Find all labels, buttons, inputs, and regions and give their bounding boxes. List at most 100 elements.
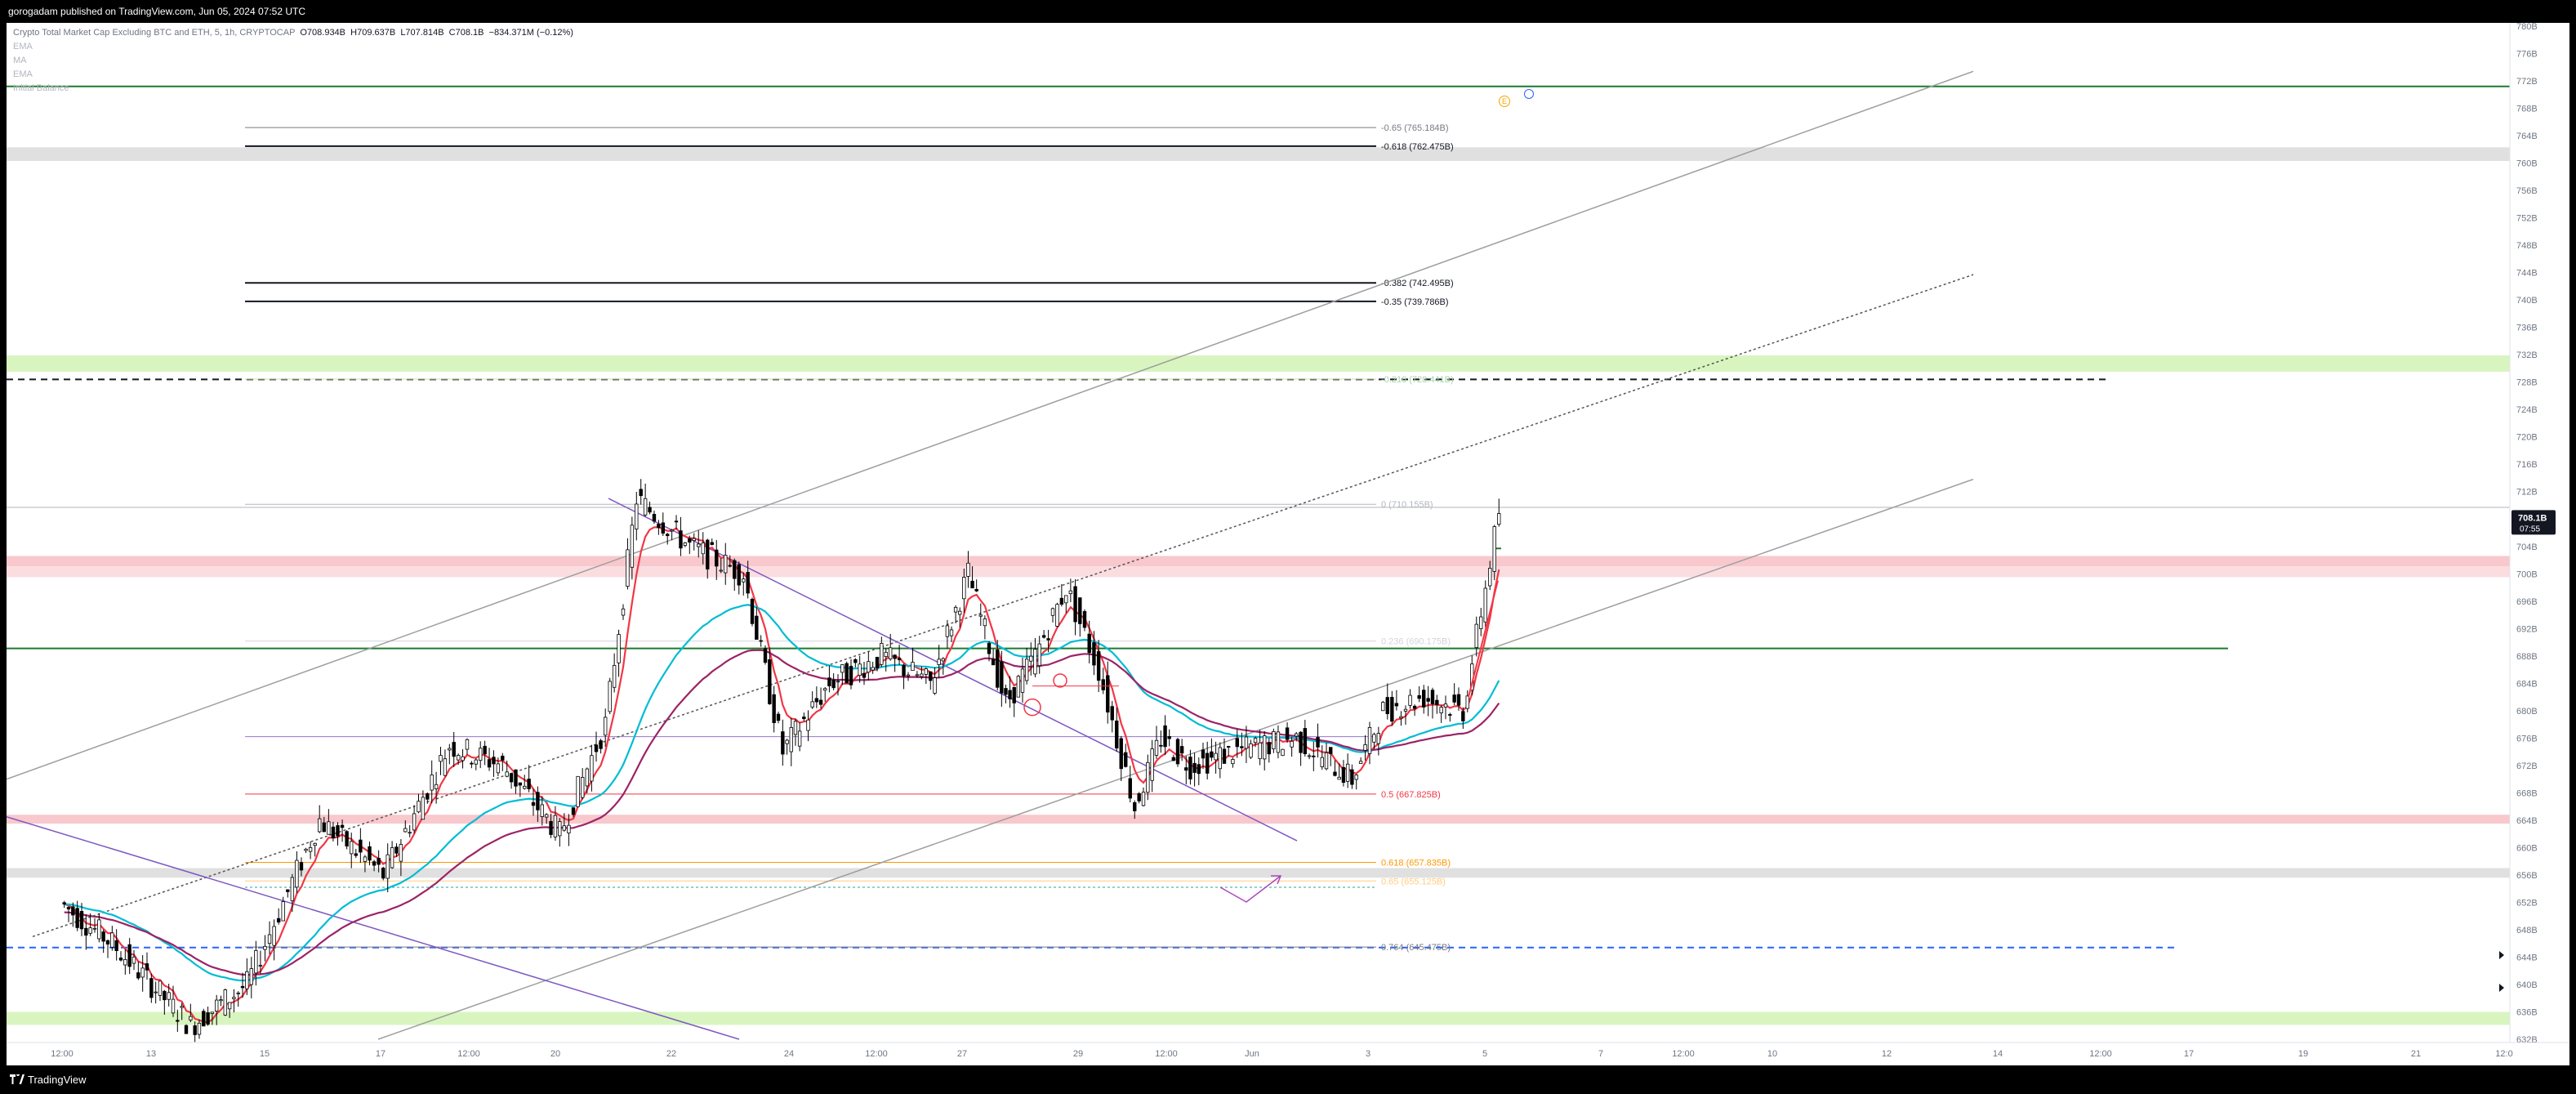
candle-body xyxy=(1197,764,1201,775)
candle-body xyxy=(359,839,363,853)
candle-body xyxy=(781,731,785,755)
projection-arrow xyxy=(1219,875,1281,903)
y-tick-label-7: 752B xyxy=(2516,214,2538,224)
candle-body xyxy=(1210,751,1214,758)
candle-body xyxy=(553,815,558,837)
candle-body xyxy=(1333,771,1337,776)
indicator-ema-2[interactable]: EMA xyxy=(13,69,33,79)
y-tick-label-26: 676B xyxy=(2516,734,2538,743)
candle-body xyxy=(1159,744,1163,747)
candle-body xyxy=(1073,586,1077,623)
brand-name: TradingView xyxy=(28,1074,87,1086)
y-tick-label-32: 652B xyxy=(2516,898,2538,908)
candle-body xyxy=(1133,802,1137,811)
candle-body xyxy=(933,677,937,694)
candle-body xyxy=(617,634,621,663)
fib-level-label-5: 0 (710.155B) xyxy=(1381,500,1433,510)
x-tick-label-2: 15 xyxy=(260,1049,270,1059)
candle-body xyxy=(1381,702,1385,712)
x-tick-label-23: 21 xyxy=(2411,1049,2421,1059)
candle-body xyxy=(136,972,140,979)
candle-body xyxy=(492,757,496,765)
candle-body xyxy=(1137,793,1141,802)
candle-body xyxy=(267,934,272,944)
candle-body xyxy=(1000,661,1004,694)
candle-body xyxy=(331,826,336,839)
candle-body xyxy=(1227,746,1231,748)
candle-body xyxy=(1272,731,1276,749)
fib-level-label-8: 0.618 (657.835B) xyxy=(1381,859,1451,869)
candle-body xyxy=(1312,755,1316,757)
candle-body xyxy=(652,514,657,522)
candle-body xyxy=(1201,749,1206,759)
candle-body xyxy=(1106,675,1110,713)
candle-body xyxy=(558,821,562,837)
candle-body xyxy=(1124,752,1128,767)
candle-body xyxy=(1358,761,1363,764)
candle-body xyxy=(937,659,941,665)
candle-body xyxy=(612,665,617,688)
candle-body xyxy=(1456,694,1461,706)
y-tick-label-21: 696B xyxy=(2516,597,2538,607)
candle-body xyxy=(236,992,240,994)
candle-body xyxy=(149,978,154,998)
price-zone-5 xyxy=(7,868,2510,878)
x-tick-label-5: 20 xyxy=(550,1049,560,1059)
candle-body xyxy=(1403,708,1408,712)
candle-body xyxy=(88,927,92,934)
candle-body xyxy=(403,828,408,833)
candle-body xyxy=(1175,739,1180,765)
candle-body xyxy=(755,615,759,640)
ohlc-open: O708.934B xyxy=(300,28,346,38)
candle-body xyxy=(223,989,228,1016)
fib-level-label-9: 0.65 (655.125B) xyxy=(1381,877,1446,886)
candle-body xyxy=(679,530,683,549)
candle-body xyxy=(1399,716,1403,719)
candle-body xyxy=(670,529,674,532)
candle-body xyxy=(219,999,223,1002)
indicator-initial-balance[interactable]: Initial Balance xyxy=(13,83,69,93)
candle-body xyxy=(585,768,589,787)
price-chart[interactable]: -0.65 (765.184B) -0.618 (762.475B) -0.382 … xyxy=(7,23,2569,1065)
projection-red-line xyxy=(1468,580,1499,698)
candle-body xyxy=(1465,695,1469,709)
candle-body xyxy=(536,792,540,810)
event-earnings-icon[interactable]: E xyxy=(1499,96,1510,107)
candle-body xyxy=(210,1011,215,1014)
y-tick-label-35: 640B xyxy=(2516,980,2538,990)
candle-body xyxy=(567,824,571,833)
candle-body xyxy=(1059,597,1064,605)
y-tick-label-3: 768B xyxy=(2516,105,2538,114)
tradingview-logo-icon xyxy=(10,1074,25,1084)
candle-body xyxy=(505,771,509,777)
candle-body xyxy=(363,856,368,862)
candle-body xyxy=(412,813,417,831)
candle-body xyxy=(421,797,426,820)
candle-body xyxy=(1163,725,1167,748)
candle-body xyxy=(1345,763,1350,782)
candle-body xyxy=(1267,742,1271,755)
candle-body xyxy=(806,719,810,731)
candle-body xyxy=(299,862,304,871)
candle-body xyxy=(867,661,871,673)
chart-area[interactable]: -0.65 (765.184B) -0.618 (762.475B) -0.382 … xyxy=(7,23,2569,1065)
y-tick-label-0: 780B xyxy=(2516,23,2538,32)
candle-body xyxy=(1184,767,1188,771)
candle-body xyxy=(978,614,983,617)
price-zone-2 xyxy=(7,556,2510,567)
candle-body xyxy=(608,681,612,712)
candle-body xyxy=(1041,635,1046,638)
candle-body xyxy=(452,742,456,757)
indicator-ma[interactable]: MA xyxy=(13,56,27,65)
candle-body xyxy=(295,860,299,888)
x-tick-label-7: 24 xyxy=(784,1049,794,1059)
candle-body xyxy=(1363,744,1367,751)
candle-body xyxy=(354,853,358,856)
descending-trend-line-2 xyxy=(608,498,1298,842)
candle-body xyxy=(189,1016,193,1020)
symbol-title[interactable]: Crypto Total Market Cap Excluding BTC an… xyxy=(13,28,296,38)
event-dividend-icon[interactable] xyxy=(1524,89,1534,99)
indicator-ema-1[interactable]: EMA xyxy=(13,42,33,51)
x-tick-label-24: 12:0 xyxy=(2495,1049,2512,1059)
candle-body xyxy=(518,782,523,786)
